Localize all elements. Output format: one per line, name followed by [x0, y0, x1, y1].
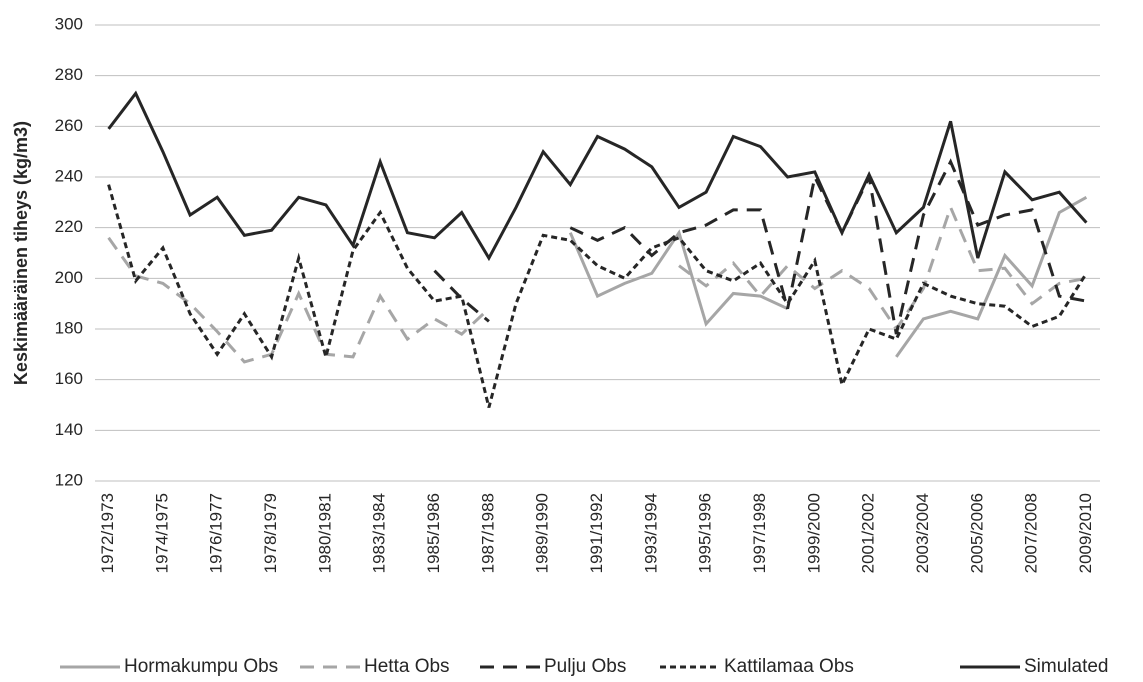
x-tick-label: 2003/2004	[913, 493, 932, 573]
y-tick-label: 160	[55, 369, 83, 388]
legend-label: Hetta Obs	[364, 656, 450, 677]
series-line	[568, 195, 1088, 358]
y-tick-label: 120	[55, 470, 83, 489]
x-tick-label: 1980/1981	[315, 493, 334, 573]
x-tick-label: 1985/1986	[424, 493, 443, 573]
x-tick-label: 1995/1996	[696, 493, 715, 573]
x-tick-label: 1989/1990	[533, 493, 552, 573]
x-tick-label: 1972/1973	[98, 493, 117, 573]
legend-label: Kattilamaa Obs	[724, 656, 854, 677]
series-line	[107, 203, 1087, 364]
x-tick-label: 1999/2000	[804, 493, 823, 573]
x-tick-label: 2009/2010	[1076, 493, 1095, 573]
y-tick-label: 300	[55, 14, 83, 33]
legend-label: Simulated	[1024, 656, 1109, 677]
x-tick-label: 1976/1977	[207, 493, 226, 573]
x-tick-label: 1978/1979	[261, 493, 280, 573]
x-tick-label: 1991/1992	[587, 493, 606, 573]
y-axis-label: Keskimääräinen tiheys (kg/m3)	[11, 121, 31, 385]
y-tick-label: 200	[55, 268, 83, 287]
y-tick-label: 260	[55, 116, 83, 135]
x-tick-label: 2007/2008	[1022, 493, 1041, 573]
x-tick-label: 1974/1975	[152, 493, 171, 573]
y-tick-label: 240	[55, 166, 83, 185]
x-tick-label: 2001/2002	[859, 493, 878, 573]
series-line	[433, 158, 1087, 335]
x-tick-label: 1983/1984	[370, 493, 389, 573]
y-tick-label: 280	[55, 65, 83, 84]
series-line	[107, 90, 1088, 262]
x-tick-label: 1987/1988	[478, 493, 497, 573]
legend-label: Pulju Obs	[544, 656, 626, 677]
x-tick-label: 1993/1994	[641, 493, 660, 573]
y-tick-label: 140	[55, 420, 83, 439]
y-tick-label: 180	[55, 318, 83, 337]
legend-label: Hormakumpu Obs	[124, 656, 278, 677]
x-tick-label: 2005/2006	[967, 493, 986, 573]
y-tick-label: 220	[55, 217, 83, 236]
x-tick-label: 1997/1998	[750, 493, 769, 573]
series-line	[107, 184, 1088, 408]
